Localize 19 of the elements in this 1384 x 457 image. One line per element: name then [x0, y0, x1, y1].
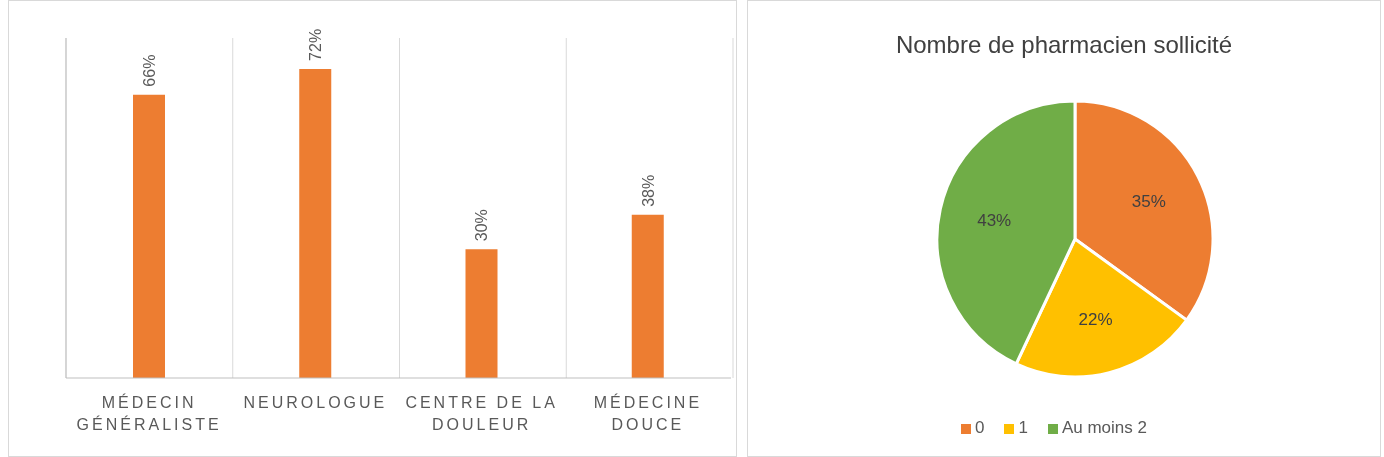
data-label: 66% [141, 54, 158, 87]
x-tick-label: CENTRE DE LA DOULEUR [405, 394, 558, 433]
legend-label: 1 [1018, 418, 1028, 437]
chart-title: Nombre de pharmacien sollicité [894, 31, 1234, 59]
x-tick-label: MÉDECIN GÉNÉRALISTE [76, 393, 222, 433]
bar [631, 214, 664, 378]
legend-label: Au moins 2 [1061, 418, 1147, 437]
bar [133, 94, 165, 378]
data-label: 30% [473, 209, 491, 242]
x-tick-label: NEUROLOGUE [243, 394, 388, 411]
data-label: 22% [1078, 309, 1113, 329]
bar [465, 249, 498, 378]
data-label: 43% [977, 211, 1012, 231]
data-label: 72% [307, 28, 325, 61]
data-label: 35% [1131, 191, 1166, 211]
bar [299, 68, 332, 378]
x-tick-label: MÉDECINE DOUCE [593, 393, 703, 433]
data-label: 38% [639, 174, 657, 207]
legend-label: 0 [975, 418, 985, 437]
